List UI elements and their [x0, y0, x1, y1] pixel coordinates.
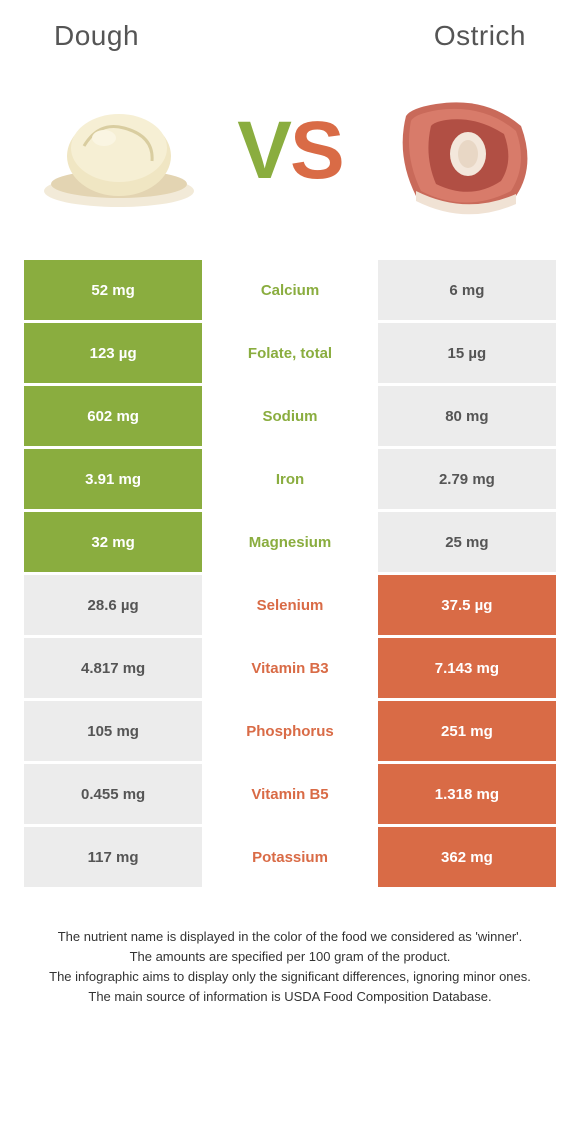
left-value: 105 mg	[24, 701, 202, 761]
right-value: 1.318 mg	[378, 764, 556, 824]
table-row: 123 µgFolate, total15 µg	[24, 323, 556, 383]
nutrient-label: Selenium	[202, 575, 378, 635]
left-food-image	[34, 76, 204, 226]
footnote-line: The infographic aims to display only the…	[44, 967, 536, 987]
left-value: 3.91 mg	[24, 449, 202, 509]
right-value: 2.79 mg	[378, 449, 556, 509]
footnote-line: The nutrient name is displayed in the co…	[44, 927, 536, 947]
table-row: 32 mgMagnesium25 mg	[24, 512, 556, 572]
table-row: 4.817 mgVitamin B37.143 mg	[24, 638, 556, 698]
hero-row: VS	[24, 76, 556, 226]
footnote-line: The amounts are specified per 100 gram o…	[44, 947, 536, 967]
comparison-table: 52 mgCalcium6 mg123 µgFolate, total15 µg…	[24, 260, 556, 887]
vs-label: VS	[237, 110, 342, 192]
left-value: 123 µg	[24, 323, 202, 383]
right-value: 362 mg	[378, 827, 556, 887]
vs-s: S	[290, 105, 343, 196]
footnote-line: The main source of information is USDA F…	[44, 987, 536, 1007]
table-row: 0.455 mgVitamin B51.318 mg	[24, 764, 556, 824]
left-value: 32 mg	[24, 512, 202, 572]
nutrient-label: Magnesium	[202, 512, 378, 572]
right-value: 15 µg	[378, 323, 556, 383]
right-value: 25 mg	[378, 512, 556, 572]
nutrient-label: Iron	[202, 449, 378, 509]
nutrient-label: Phosphorus	[202, 701, 378, 761]
table-row: 105 mgPhosphorus251 mg	[24, 701, 556, 761]
nutrient-label: Vitamin B3	[202, 638, 378, 698]
left-value: 0.455 mg	[24, 764, 202, 824]
left-value: 28.6 µg	[24, 575, 202, 635]
left-value: 602 mg	[24, 386, 202, 446]
right-value: 37.5 µg	[378, 575, 556, 635]
nutrient-label: Vitamin B5	[202, 764, 378, 824]
right-food-image	[376, 76, 546, 226]
footnotes: The nutrient name is displayed in the co…	[24, 927, 556, 1008]
table-row: 117 mgPotassium362 mg	[24, 827, 556, 887]
right-value: 80 mg	[378, 386, 556, 446]
left-value: 117 mg	[24, 827, 202, 887]
left-food-title: Dough	[54, 20, 139, 52]
right-value: 7.143 mg	[378, 638, 556, 698]
table-row: 602 mgSodium80 mg	[24, 386, 556, 446]
right-value: 251 mg	[378, 701, 556, 761]
infographic-container: Dough Ostrich VS	[0, 0, 580, 1028]
vs-v: V	[237, 105, 290, 196]
table-row: 3.91 mgIron2.79 mg	[24, 449, 556, 509]
nutrient-label: Calcium	[202, 260, 378, 320]
left-value: 52 mg	[24, 260, 202, 320]
left-value: 4.817 mg	[24, 638, 202, 698]
right-food-title: Ostrich	[434, 20, 526, 52]
nutrient-label: Folate, total	[202, 323, 378, 383]
table-row: 52 mgCalcium6 mg	[24, 260, 556, 320]
right-value: 6 mg	[378, 260, 556, 320]
nutrient-label: Potassium	[202, 827, 378, 887]
title-row: Dough Ostrich	[24, 20, 556, 52]
table-row: 28.6 µgSelenium37.5 µg	[24, 575, 556, 635]
nutrient-label: Sodium	[202, 386, 378, 446]
